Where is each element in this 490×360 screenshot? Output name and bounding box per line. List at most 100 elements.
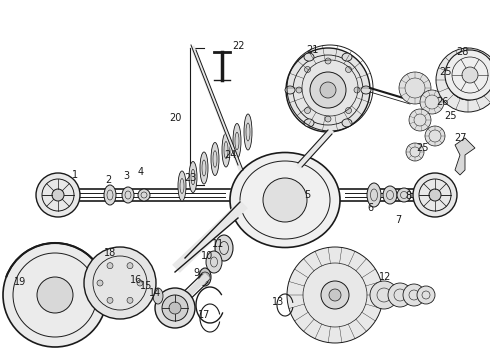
Circle shape bbox=[304, 108, 311, 113]
Circle shape bbox=[388, 283, 412, 307]
Text: 11: 11 bbox=[212, 239, 224, 249]
Ellipse shape bbox=[367, 183, 381, 207]
Ellipse shape bbox=[383, 186, 397, 204]
Text: 22: 22 bbox=[232, 41, 244, 51]
Ellipse shape bbox=[122, 187, 134, 203]
Text: 19: 19 bbox=[14, 277, 26, 287]
Circle shape bbox=[107, 263, 113, 269]
Circle shape bbox=[354, 87, 360, 93]
Circle shape bbox=[425, 126, 445, 146]
Ellipse shape bbox=[206, 251, 222, 273]
Circle shape bbox=[155, 288, 195, 328]
Circle shape bbox=[399, 72, 431, 104]
Circle shape bbox=[413, 173, 457, 217]
Circle shape bbox=[127, 263, 133, 269]
Text: 12: 12 bbox=[379, 272, 391, 282]
Text: 13: 13 bbox=[272, 297, 284, 307]
Circle shape bbox=[462, 67, 478, 83]
Circle shape bbox=[137, 280, 143, 286]
Circle shape bbox=[310, 72, 346, 108]
Circle shape bbox=[286, 48, 370, 132]
Text: 15: 15 bbox=[140, 281, 152, 291]
Ellipse shape bbox=[285, 86, 295, 94]
Text: 10: 10 bbox=[201, 251, 213, 261]
Circle shape bbox=[84, 247, 156, 319]
Circle shape bbox=[107, 297, 113, 303]
Ellipse shape bbox=[138, 189, 150, 201]
Circle shape bbox=[403, 284, 425, 306]
Text: 17: 17 bbox=[198, 310, 210, 320]
Circle shape bbox=[406, 143, 424, 161]
Circle shape bbox=[127, 297, 133, 303]
Circle shape bbox=[200, 272, 210, 282]
Circle shape bbox=[321, 281, 349, 309]
Ellipse shape bbox=[304, 119, 314, 127]
Circle shape bbox=[409, 109, 431, 131]
Ellipse shape bbox=[233, 123, 241, 158]
Circle shape bbox=[36, 173, 80, 217]
Ellipse shape bbox=[222, 133, 230, 167]
Text: 2: 2 bbox=[105, 175, 111, 185]
Text: 20: 20 bbox=[169, 113, 181, 123]
Text: 6: 6 bbox=[367, 203, 373, 213]
Text: 24: 24 bbox=[224, 150, 236, 160]
Circle shape bbox=[420, 90, 444, 114]
Circle shape bbox=[162, 295, 188, 321]
Ellipse shape bbox=[145, 284, 151, 296]
Ellipse shape bbox=[199, 268, 211, 286]
Ellipse shape bbox=[104, 185, 116, 205]
Circle shape bbox=[296, 87, 302, 93]
Text: 25: 25 bbox=[439, 67, 451, 77]
Text: 3: 3 bbox=[123, 171, 129, 181]
Ellipse shape bbox=[200, 152, 208, 184]
Circle shape bbox=[417, 286, 435, 304]
Circle shape bbox=[325, 116, 331, 122]
Text: 25: 25 bbox=[416, 143, 428, 153]
Text: 14: 14 bbox=[149, 288, 161, 298]
Text: 27: 27 bbox=[454, 133, 466, 143]
Ellipse shape bbox=[230, 153, 340, 248]
Circle shape bbox=[97, 280, 103, 286]
Text: 23: 23 bbox=[184, 173, 196, 183]
Text: 1: 1 bbox=[72, 170, 78, 180]
Circle shape bbox=[135, 280, 145, 290]
Circle shape bbox=[52, 189, 64, 201]
Ellipse shape bbox=[397, 188, 411, 202]
Circle shape bbox=[370, 281, 398, 309]
Text: 8: 8 bbox=[405, 191, 411, 201]
Text: 18: 18 bbox=[104, 248, 116, 258]
Circle shape bbox=[37, 277, 73, 313]
Text: 9: 9 bbox=[193, 268, 199, 278]
Circle shape bbox=[263, 178, 307, 222]
Text: 16: 16 bbox=[130, 275, 142, 285]
Circle shape bbox=[429, 189, 441, 201]
Ellipse shape bbox=[153, 288, 163, 304]
Text: 7: 7 bbox=[395, 215, 401, 225]
Ellipse shape bbox=[178, 171, 186, 201]
Circle shape bbox=[3, 243, 107, 347]
Circle shape bbox=[325, 58, 331, 64]
Ellipse shape bbox=[189, 162, 197, 193]
Text: 26: 26 bbox=[436, 97, 448, 107]
Circle shape bbox=[345, 67, 351, 72]
Polygon shape bbox=[455, 138, 475, 175]
Circle shape bbox=[329, 289, 341, 301]
Text: 21: 21 bbox=[306, 45, 318, 55]
Ellipse shape bbox=[244, 114, 252, 150]
Ellipse shape bbox=[215, 235, 233, 261]
Circle shape bbox=[320, 82, 336, 98]
Circle shape bbox=[169, 302, 181, 314]
Ellipse shape bbox=[342, 53, 352, 61]
Circle shape bbox=[345, 108, 351, 113]
Circle shape bbox=[287, 247, 383, 343]
Ellipse shape bbox=[211, 143, 219, 175]
Circle shape bbox=[304, 67, 311, 72]
Circle shape bbox=[436, 48, 490, 112]
Text: 4: 4 bbox=[138, 167, 144, 177]
Circle shape bbox=[445, 50, 490, 100]
Ellipse shape bbox=[342, 119, 352, 127]
Ellipse shape bbox=[361, 86, 371, 94]
Text: 25: 25 bbox=[444, 111, 456, 121]
Text: 5: 5 bbox=[305, 190, 311, 200]
Text: 28: 28 bbox=[456, 47, 468, 57]
